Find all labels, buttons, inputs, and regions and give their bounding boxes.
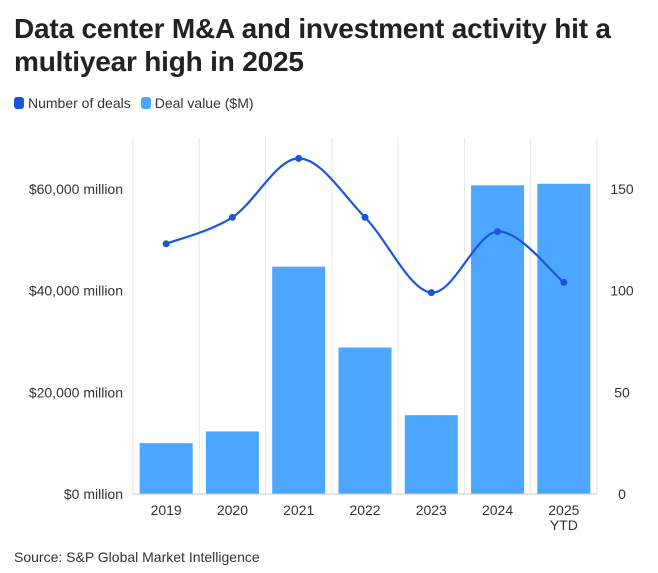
chart-title: Data center M&A and investment activity … — [14, 13, 611, 77]
legend-item-value: Deal value ($M) — [140, 95, 254, 111]
legend-item-deals: Number of deals — [14, 95, 131, 111]
point-deals-2022 — [361, 213, 369, 221]
y-right-tick-label: 100 — [610, 283, 634, 299]
bar-2021 — [272, 266, 326, 494]
y-right-tick-label: 150 — [610, 181, 634, 197]
point-deals-2025-YTD — [560, 278, 568, 286]
point-deals-2021 — [295, 154, 303, 162]
y-right-tick-label: 0 — [618, 486, 626, 502]
y-left-tick-label: $20,000 million — [29, 384, 123, 400]
x-tick-label: 2024 — [482, 502, 513, 518]
x-tick-label: 2025 — [548, 502, 579, 518]
x-tick-label: 2021 — [283, 502, 314, 518]
legend-swatch-value — [140, 97, 151, 109]
bar-2020 — [205, 431, 259, 494]
x-tick-label: 2022 — [349, 502, 380, 518]
x-tick-label: 2020 — [217, 502, 248, 518]
bar-2019 — [139, 443, 193, 494]
y-left-tick-label: $40,000 million — [29, 283, 123, 299]
legend: Number of deals Deal value ($M) — [14, 95, 254, 111]
x-tick-label: 2023 — [416, 502, 447, 518]
point-deals-2019 — [162, 240, 170, 248]
bar-2022 — [338, 347, 392, 494]
y-left-tick-label: $60,000 million — [29, 181, 123, 197]
y-left-tick-label: $0 million — [64, 486, 123, 502]
bar-2023 — [404, 415, 458, 494]
y-right-tick-label: 50 — [614, 384, 630, 400]
point-deals-2020 — [228, 213, 236, 221]
source-note: Source: S&P Global Market Intelligence — [14, 549, 260, 565]
point-deals-2023 — [427, 289, 435, 297]
x-tick-label: YTD — [550, 517, 578, 533]
bar-2025-YTD — [537, 183, 591, 494]
x-tick-label: 2019 — [151, 502, 182, 518]
legend-label-value: Deal value ($M) — [154, 95, 254, 111]
legend-label-deals: Number of deals — [28, 95, 131, 111]
legend-swatch-deals — [14, 97, 24, 109]
point-deals-2024 — [494, 228, 502, 236]
